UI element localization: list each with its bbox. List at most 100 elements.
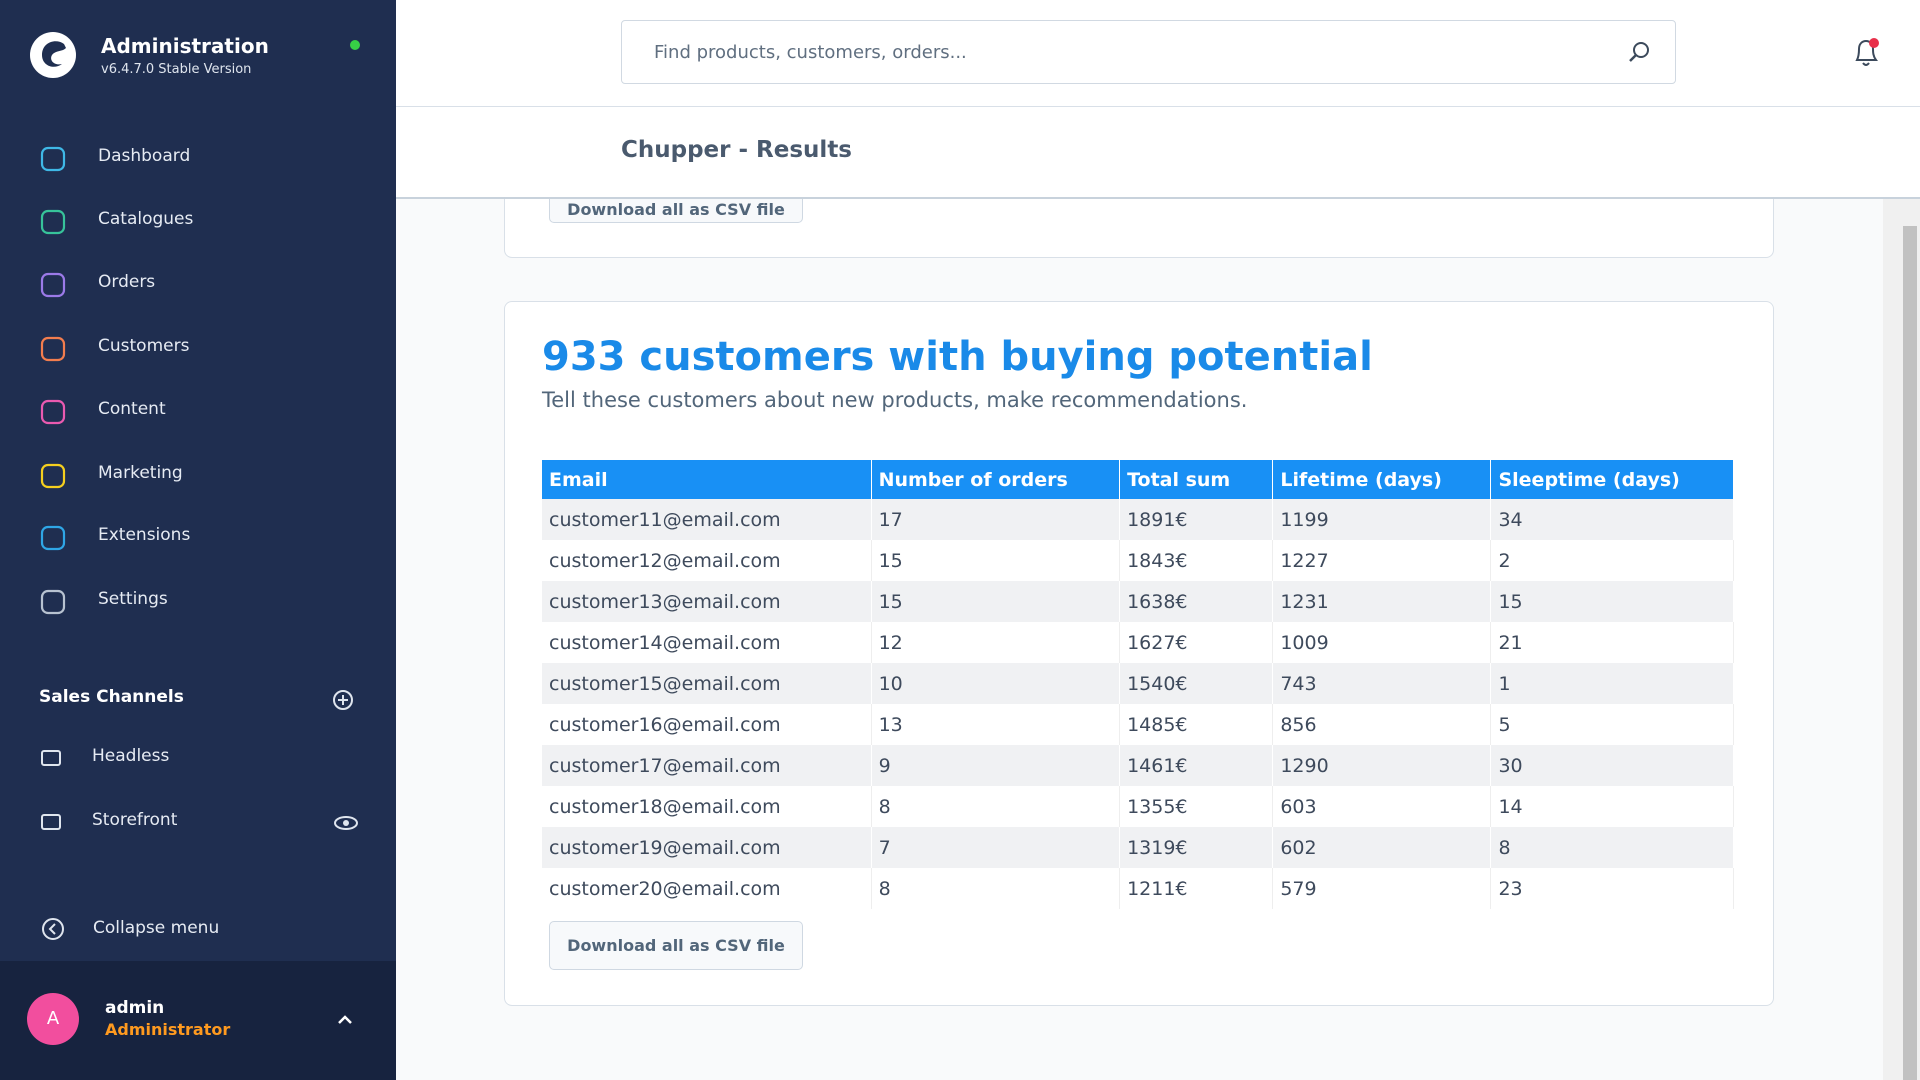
table-cell: 1319€ (1119, 827, 1274, 868)
table-row: customer18@email.com 8 1355€ 603 14 (542, 786, 1734, 827)
table-cell: 8 (871, 868, 1121, 909)
search-box[interactable]: Find products, customers, orders... (621, 20, 1676, 84)
eye-icon[interactable] (333, 813, 359, 833)
notifications[interactable] (1850, 36, 1884, 70)
menu-item[interactable]: Content (0, 385, 396, 435)
column-header: Lifetime (days) (1272, 460, 1492, 499)
channel-icon (41, 750, 61, 766)
channel-item[interactable]: Storefront (0, 796, 396, 846)
table-row: customer17@email.com 9 1461€ 1290 30 (542, 745, 1734, 786)
table-row: customer16@email.com 13 1485€ 856 5 (542, 704, 1734, 745)
table-cell: 1211€ (1119, 868, 1274, 909)
table-cell: 12 (871, 622, 1121, 663)
collapse-menu[interactable]: Collapse menu (93, 918, 220, 938)
menu-label: Orders (98, 272, 156, 292)
page-header: Chupper - Results (396, 107, 1920, 199)
table-cell: 743 (1272, 663, 1492, 704)
table-cell: 7 (871, 827, 1121, 868)
table-cell: 5 (1490, 704, 1734, 745)
table-cell: 1290 (1272, 745, 1492, 786)
column-header: Sleeptime (days) (1490, 460, 1734, 499)
menu-item[interactable]: Orders (0, 258, 396, 308)
table-row: customer15@email.com 10 1540€ 743 1 (542, 663, 1734, 704)
table-cell: 1199 (1272, 499, 1492, 540)
table-cell: customer20@email.com (542, 868, 872, 909)
menu-icon (40, 589, 66, 615)
table-cell: 23 (1490, 868, 1734, 909)
table-cell: 8 (871, 786, 1121, 827)
table-cell: 10 (871, 663, 1121, 704)
table-cell: 8 (1490, 827, 1734, 868)
table-cell: 30 (1490, 745, 1734, 786)
table-cell: 579 (1272, 868, 1492, 909)
table-cell: 1843€ (1119, 540, 1274, 581)
table-cell: 1461€ (1119, 745, 1274, 786)
table-row: customer19@email.com 7 1319€ 602 8 (542, 827, 1734, 868)
table-cell: 13 (871, 704, 1121, 745)
avatar[interactable]: A (27, 993, 79, 1045)
menu-item[interactable]: Marketing (0, 449, 396, 499)
collapse-icon[interactable] (40, 916, 66, 942)
table-cell: customer16@email.com (542, 704, 872, 745)
column-header: Number of orders (871, 460, 1121, 499)
channel-label: Headless (92, 746, 170, 766)
menu-item[interactable]: Catalogues (0, 195, 396, 245)
sales-channels-title: Sales Channels (39, 687, 184, 707)
table-cell: 1009 (1272, 622, 1492, 663)
results-card: 933 customers with buying potential Tell… (504, 301, 1774, 1006)
menu-label: Content (98, 399, 166, 419)
search-placeholder: Find products, customers, orders... (654, 42, 967, 63)
menu-icon (40, 209, 66, 235)
card-title: 933 customers with buying potential (542, 334, 1373, 380)
table-cell: customer19@email.com (542, 827, 872, 868)
table-header: Email Number of orders Total sum Lifetime (… (542, 460, 1734, 499)
table-cell: 1540€ (1119, 663, 1274, 704)
menu-label: Dashboard (98, 146, 191, 166)
menu-icon (40, 272, 66, 298)
scrollbar[interactable] (1883, 198, 1920, 1080)
table-cell: customer15@email.com (542, 663, 872, 704)
chevron-up[interactable] (335, 1011, 355, 1027)
csv-button[interactable]: Download all as CSV file (549, 921, 803, 970)
menu-label: Customers (98, 336, 190, 356)
channel-label: Storefront (92, 810, 178, 830)
table-cell: 1485€ (1119, 704, 1274, 745)
menu-icon (40, 336, 66, 362)
table-cell: 1355€ (1119, 786, 1274, 827)
table-cell: customer13@email.com (542, 581, 872, 622)
page-title: Chupper - Results (621, 137, 852, 163)
menu-item[interactable]: Dashboard (0, 132, 396, 182)
top-bar: Find products, customers, orders... (396, 0, 1920, 107)
channel-item[interactable]: Headless (0, 732, 396, 782)
table-cell: 1638€ (1119, 581, 1274, 622)
menu-item[interactable]: Customers (0, 322, 396, 372)
table-cell: 9 (871, 745, 1121, 786)
table-row: customer11@email.com 17 1891€ 1199 34 (542, 499, 1734, 540)
table-cell: 1231 (1272, 581, 1492, 622)
scroll-thumb[interactable] (1903, 226, 1917, 1080)
menu-item[interactable]: Settings (0, 575, 396, 625)
app-name: Administration (101, 34, 269, 58)
table-cell: 603 (1272, 786, 1492, 827)
column-header: Email (542, 460, 872, 499)
table-cell: customer11@email.com (542, 499, 872, 540)
menu-icon (40, 399, 66, 425)
table-cell: 21 (1490, 622, 1734, 663)
menu-label: Marketing (98, 463, 183, 483)
table-cell: 15 (871, 581, 1121, 622)
sidebar: Administration v6.4.7.0 Stable Version D… (0, 0, 396, 1080)
table-row: customer14@email.com 12 1627€ 1009 21 (542, 622, 1734, 663)
add-channel[interactable] (331, 688, 355, 712)
table-cell: 1627€ (1119, 622, 1274, 663)
table-body: customer11@email.com 17 1891€ 1199 34 custome… (542, 499, 1734, 909)
version: v6.4.7.0 Stable Version (101, 62, 252, 77)
table-cell: customer14@email.com (542, 622, 872, 663)
table-cell: 1227 (1272, 540, 1492, 581)
table-cell: 14 (1490, 786, 1734, 827)
search-icon[interactable] (1627, 40, 1651, 64)
table-cell: customer12@email.com (542, 540, 872, 581)
table-cell: 15 (1490, 581, 1734, 622)
menu-item[interactable]: Extensions (0, 511, 396, 561)
menu-icon (40, 146, 66, 172)
